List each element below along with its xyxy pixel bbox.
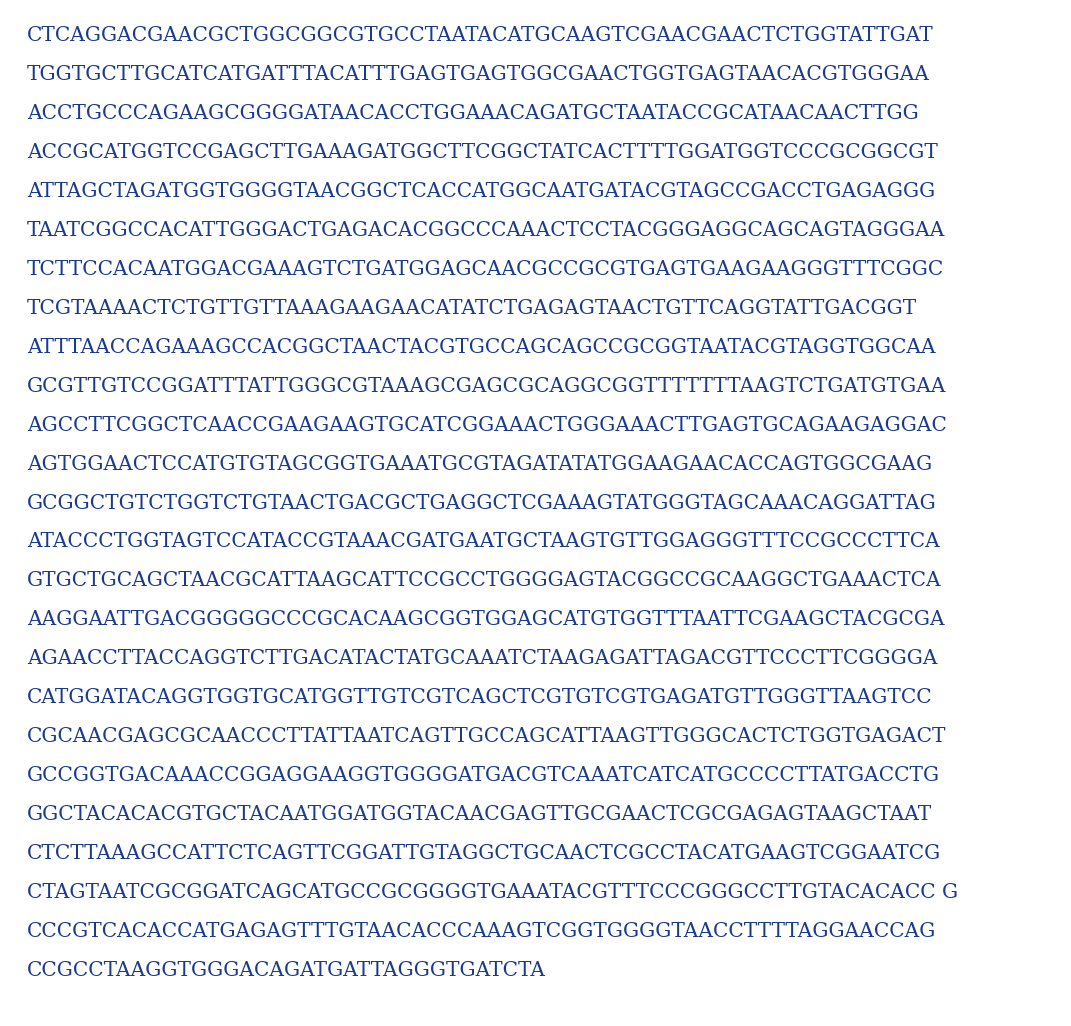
- Text: ACCTGCCCAGAAGCGGGGATAACACCTGGAAACAGATGCTAATACCGCATAACAACTTGG: ACCTGCCCAGAAGCGGGGATAACACCTGGAAACAGATGCT…: [27, 104, 919, 123]
- Text: CCGCCTAAGGTGGGACAGATGATTAGGGTGATCTA: CCGCCTAAGGTGGGACAGATGATTAGGGTGATCTA: [27, 961, 546, 981]
- Text: GCCGGTGACAAACCGGAGGAAGGTGGGGATGACGTCAAATCATCATGCCCCTTATGACCTG: GCCGGTGACAAACCGGAGGAAGGTGGGGATGACGTCAAAT…: [27, 766, 940, 786]
- Text: ACCGCATGGTCCGAGCTTGAAAGATGGCTTCGGCTATCACTTTTGGATGGTCCCGCGGCGT: ACCGCATGGTCCGAGCTTGAAAGATGGCTTCGGCTATCAC…: [27, 143, 937, 162]
- Text: GGCTACACACGTGCTACAATGGATGGTACAACGAGTTGCGAACTCGCGAGAGTAAGCTAAT: GGCTACACACGTGCTACAATGGATGGTACAACGAGTTGCG…: [27, 805, 932, 825]
- Text: GCGGCTGTCTGGTCTGTAACTGACGCTGAGGCTCGAAAGTATGGGTAGCAAACAGGATTAG: GCGGCTGTCTGGTCTGTAACTGACGCTGAGGCTCGAAAGT…: [27, 494, 936, 513]
- Text: ATTAGCTAGATGGTGGGGTAACGGCTCACCATGGCAATGATACGTAGCCGACCTGAGAGGG: ATTAGCTAGATGGTGGGGTAACGGCTCACCATGGCAATGA…: [27, 182, 935, 201]
- Text: ATACCCTGGTAGTCCATACCGTAAACGATGAATGCTAAGTGTTGGAGGGTTTCCGCCCTTCA: ATACCCTGGTAGTCCATACCGTAAACGATGAATGCTAAGT…: [27, 532, 939, 552]
- Text: AGTGGAACTCCATGTGTAGCGGTGAAATGCGTAGATATATGGAAGAACACCAGTGGCGAAG: AGTGGAACTCCATGTGTAGCGGTGAAATGCGTAGATATAT…: [27, 455, 932, 474]
- Text: GCGTTGTCCGGATTTATTGGGCGTAAAGCGAGCGCAGGCGGTTTTTTTAAGTCTGATGTGAA: GCGTTGTCCGGATTTATTGGGCGTAAAGCGAGCGCAGGCG…: [27, 377, 947, 396]
- Text: ATTTAACCAGAAAGCCACGGCTAACTACGTGCCAGCAGCCGCGGTAATACGTAGGTGGCAA: ATTTAACCAGAAAGCCACGGCTAACTACGTGCCAGCAGCC…: [27, 338, 935, 357]
- Text: CTCTTAAAGCCATTCTCAGTTCGGATTGTAGGCTGCAACTCGCCTACATGAAGTCGGAATCG: CTCTTAAAGCCATTCTCAGTTCGGATTGTAGGCTGCAACT…: [27, 844, 941, 864]
- Text: TAATCGGCCACATTGGGACTGAGACACGGCCCAAACTCCTACGGGAGGCAGCAGTAGGGAA: TAATCGGCCACATTGGGACTGAGACACGGCCCAAACTCCT…: [27, 221, 945, 240]
- Text: GTGCTGCAGCTAACGCATTAAGCATTCCGCCTGGGGAGTACGGCCGCAAGGCTGAAACTCA: GTGCTGCAGCTAACGCATTAAGCATTCCGCCTGGGGAGTA…: [27, 571, 941, 591]
- Text: AGAACCTTACCAGGTCTTGACATACTATGCAAATCTAAGAGATTAGACGTTCCCTTCGGGGA: AGAACCTTACCAGGTCTTGACATACTATGCAAATCTAAGA…: [27, 649, 937, 669]
- Text: AGCCTTCGGCTCAACCGAAGAAGTGCATCGGAAACTGGGAAACTTGAGTGCAGAAGAGGAC: AGCCTTCGGCTCAACCGAAGAAGTGCATCGGAAACTGGGA…: [27, 416, 947, 435]
- Text: CTCAGGACGAACGCTGGCGGCGTGCCTAATACATGCAAGTCGAACGAACTCTGGTATTGAT: CTCAGGACGAACGCTGGCGGCGTGCCTAATACATGCAAGT…: [27, 26, 934, 45]
- Text: AAGGAATTGACGGGGGCCCGCACAAGCGGTGGAGCATGTGGTTTAATTCGAAGCTACGCGA: AAGGAATTGACGGGGGCCCGCACAAGCGGTGGAGCATGTG…: [27, 610, 945, 630]
- Text: CGCAACGAGCGCAACCCTTATTAATCAGTTGCCAGCATTAAGTTGGGCACTCTGGTGAGACT: CGCAACGAGCGCAACCCTTATTAATCAGTTGCCAGCATTA…: [27, 727, 947, 747]
- Text: TCGTAAAACTCTGTTGTTAAAGAAGAACATATCTGAGAGTAACTGTTCAGGTATTGACGGT: TCGTAAAACTCTGTTGTTAAAGAAGAACATATCTGAGAGT…: [27, 299, 917, 318]
- Text: TCTTCCACAATGGACGAAAGTCTGATGGAGCAACGCCGCGTGAGTGAAGAAGGGTTTCGGC: TCTTCCACAATGGACGAAAGTCTGATGGAGCAACGCCGCG…: [27, 260, 944, 279]
- Text: CTAGTAATCGCGGATCAGCATGCCGCGGGGTGAAATACGTTTCCCGGGCCTTGTACACACC G: CTAGTAATCGCGGATCAGCATGCCGCGGGGTGAAATACGT…: [27, 883, 957, 903]
- Text: TGGTGCTTGCATCATGATTTACATTTGAGTGAGTGGCGAACTGGTGAGTAACACGTGGGAA: TGGTGCTTGCATCATGATTTACATTTGAGTGAGTGGCGAA…: [27, 65, 930, 84]
- Text: CATGGATACAGGTGGTGCATGGTTGTCGTCAGCTCGTGTCGTGAGATGTTGGGTTAAGTCC: CATGGATACAGGTGGTGCATGGTTGTCGTCAGCTCGTGTC…: [27, 688, 933, 708]
- Text: CCCGTCACACCATGAGAGTTTGTAACACCCAAAGTCGGTGGGGTAACCTTTTAGGAACCAG: CCCGTCACACCATGAGAGTTTGTAACACCCAAAGTCGGTG…: [27, 922, 936, 942]
